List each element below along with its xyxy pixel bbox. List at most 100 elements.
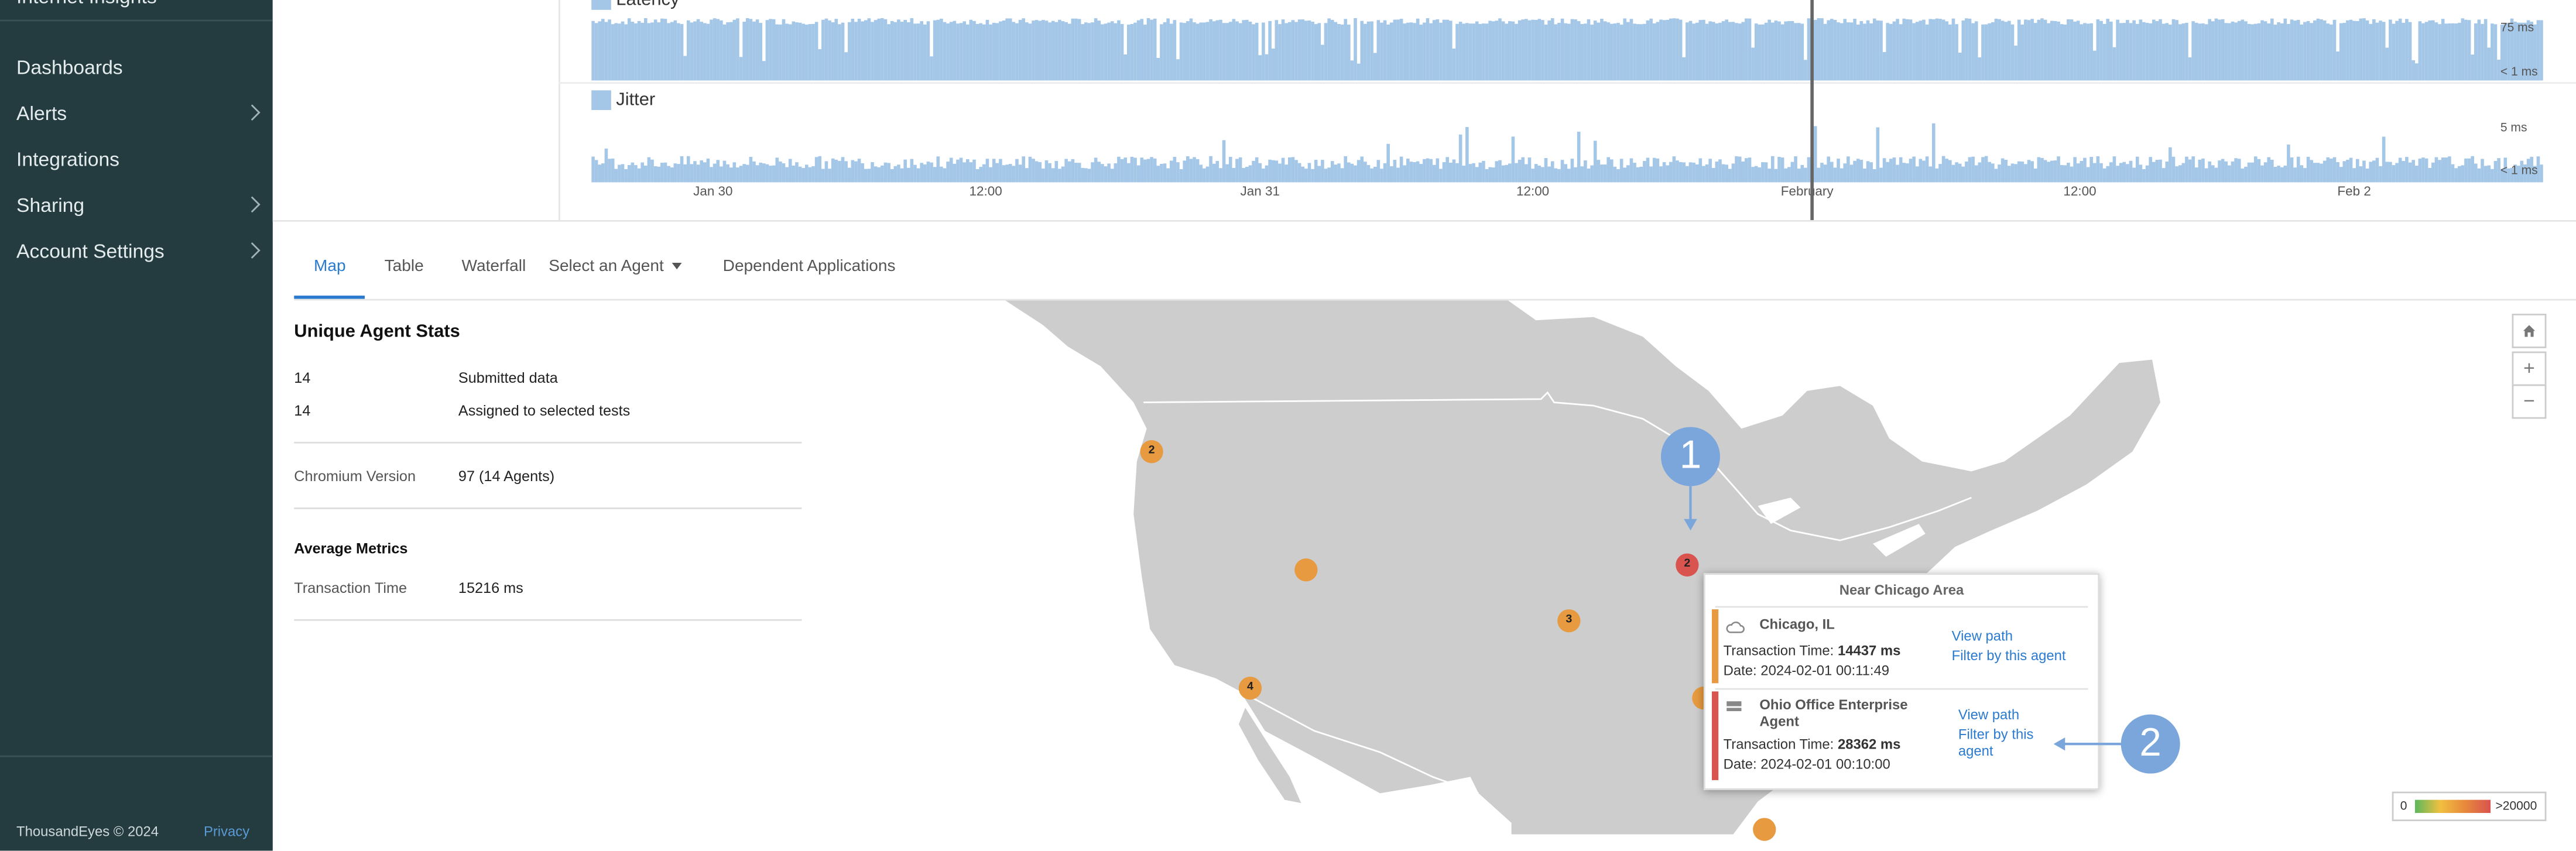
jitter-chart[interactable] [591, 116, 2543, 183]
agent-cluster-marker[interactable]: 3 [1557, 609, 1581, 633]
popup-title: Near Chicago Area [1839, 581, 1964, 598]
transaction-time-row: Transaction Time: 28362 ms [1724, 736, 1901, 752]
x-tick: 12:00 [1516, 184, 1550, 199]
average-metrics-title: Average Metrics [294, 540, 408, 557]
date-row: Date: 2024-02-01 00:10:00 [1724, 756, 1890, 772]
divider [294, 619, 802, 621]
agent-select-label: Select an Agent [549, 258, 664, 276]
callout-badge: 1 [1660, 427, 1720, 486]
divider [1715, 606, 2088, 608]
chevron-right-icon [244, 196, 261, 213]
divider [0, 19, 273, 22]
date-label: Date: [1723, 661, 1757, 678]
stat-label: Assigned to selected tests [458, 402, 631, 419]
divider [0, 755, 273, 757]
latency-ymin-label: < 1 ms [2500, 64, 2538, 79]
sidebar-item-alerts[interactable]: Alerts [0, 92, 273, 135]
transaction-time-row: Transaction Time: 14437 ms [1724, 642, 1901, 658]
chevron-right-icon [244, 242, 261, 259]
transaction-time-value: 15216 ms [458, 579, 523, 596]
tab-table[interactable]: Table [384, 258, 424, 276]
latency-chart[interactable] [591, 18, 2543, 81]
agent-name: Ohio Office Enterprise Agent [1759, 696, 1907, 729]
transaction-time-label: Transaction Time [294, 579, 407, 596]
date-label: Date: [1723, 755, 1757, 772]
privacy-link[interactable]: Privacy [203, 822, 250, 839]
stat-value: 14 [294, 402, 311, 419]
active-tab-indicator [294, 296, 365, 299]
x-tick: 12:00 [2063, 184, 2097, 199]
filter-link-line: Filter by this [1958, 726, 2034, 743]
cloud-icon [1726, 622, 1745, 633]
date-value: 2024-02-01 00:11:49 [1760, 661, 1890, 678]
server-icon [1727, 701, 1742, 712]
transaction-time-label: Transaction Time: [1723, 736, 1834, 753]
chart-divider [559, 82, 2576, 84]
agent-cluster-marker-selected[interactable]: 2 [1676, 553, 1699, 577]
transaction-time-value: 14437 ms [1837, 642, 1901, 659]
sidebar-item-account-settings[interactable]: Account Settings [0, 230, 273, 273]
chromium-label: Chromium Version [294, 468, 416, 485]
tab-map[interactable]: Map [313, 258, 346, 276]
jitter-legend-swatch [591, 90, 611, 111]
chevron-right-icon [244, 104, 261, 121]
map-base [1005, 300, 2161, 835]
time-cursor-line[interactable] [1810, 0, 1813, 221]
agent-cluster-marker[interactable]: 4 [1238, 677, 1262, 700]
x-tick: 12:00 [969, 184, 1002, 199]
sidebar-item-label: Alerts [16, 101, 67, 125]
scale-max-label: >20000 [2495, 798, 2537, 814]
map-home-button[interactable] [2512, 313, 2547, 348]
agent-select-dropdown[interactable]: Select an Agent [549, 258, 682, 276]
chart-left-border [559, 0, 560, 221]
filter-link-line: agent [1958, 742, 1993, 759]
divider [294, 507, 802, 509]
agent-status-bar [1711, 609, 1719, 684]
agent-cluster-marker[interactable]: 2 [1140, 440, 1163, 464]
filter-by-agent-link[interactable]: Filter by this agent [1951, 647, 2066, 664]
sidebar-item-dashboards[interactable]: Dashboards [0, 46, 273, 89]
jitter-legend-label: Jitter [616, 90, 656, 111]
transaction-time-scale-legend: 0 >20000 [2392, 791, 2547, 822]
home-icon [2523, 325, 2536, 338]
scale-min-label: 0 [2400, 798, 2407, 814]
sidebar: Internet Insights Dashboards Alerts Inte… [0, 0, 273, 851]
agent-status-bar [1711, 691, 1719, 780]
sidebar-item-label: Dashboards [16, 56, 123, 79]
scale-gradient [2414, 799, 2491, 814]
date-value: 2024-02-01 00:10:00 [1760, 755, 1890, 772]
agent-name-line: Ohio Office Enterprise [1759, 696, 1908, 713]
zoom-in-button[interactable]: + [2512, 351, 2547, 386]
tab-waterfall[interactable]: Waterfall [461, 258, 526, 276]
tab-dependent-applications[interactable]: Dependent Applications [722, 258, 896, 276]
callout-arrow-icon [1684, 486, 1697, 531]
zoom-out-button[interactable]: − [2512, 384, 2547, 419]
view-path-link[interactable]: View path [1958, 706, 2020, 723]
sidebar-item-label: Integrations [16, 147, 120, 171]
x-tick: February [1780, 184, 1834, 199]
latency-legend-swatch [591, 0, 611, 10]
sidebar-item-label: Sharing [16, 194, 85, 217]
agent-cluster-marker[interactable] [1294, 558, 1318, 582]
callout-badge: 2 [2121, 714, 2180, 774]
stats-title: Unique Agent Stats [294, 321, 460, 342]
filter-by-agent-link[interactable]: Filter by this agent [1958, 726, 2034, 759]
chromium-value: 97 (14 Agents) [458, 468, 555, 485]
view-path-link[interactable]: View path [1951, 627, 2013, 644]
x-tick: Jan 31 [1240, 184, 1280, 199]
latency-legend-label: Latency [616, 0, 680, 10]
transaction-time-value: 28362 ms [1837, 736, 1901, 753]
agent-map[interactable] [821, 300, 2576, 835]
callout-arrow-icon [2053, 737, 2123, 751]
agent-cluster-marker[interactable] [1753, 818, 1776, 841]
sidebar-item-label: Account Settings [16, 239, 165, 263]
sidebar-item-integrations[interactable]: Integrations [0, 138, 273, 181]
agent-name: Chicago, IL [1759, 616, 1835, 633]
divider [1715, 688, 2088, 690]
jitter-ymin-label: < 1 ms [2500, 162, 2538, 178]
latency-ymax-label: 75 ms [2500, 19, 2534, 35]
agent-popup: Near Chicago Area Chicago, IL Transactio… [1703, 573, 2100, 790]
x-tick: Feb 2 [2337, 184, 2371, 199]
sidebar-item-sharing[interactable]: Sharing [0, 184, 273, 227]
